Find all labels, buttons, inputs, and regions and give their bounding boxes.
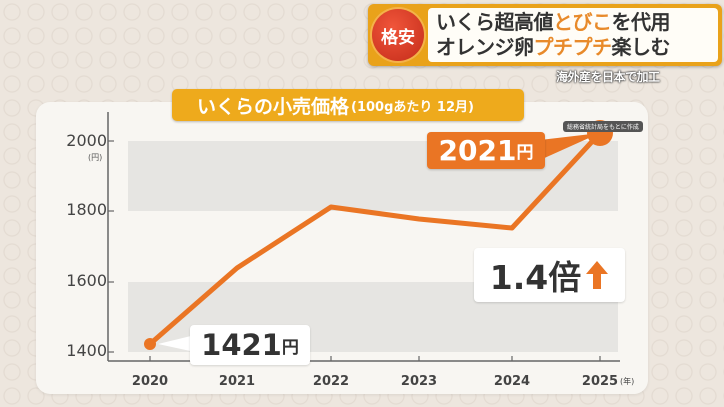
headline-text-part: いくら超高値 [436, 10, 554, 34]
ratio-callout: 1.4倍 [474, 248, 625, 302]
source-note: 総務省統計局をもとに作成 [563, 121, 643, 132]
y-axis-unit: (円) [88, 153, 103, 162]
y-tick-marks [108, 140, 114, 353]
end-value-callout: 2021 円 [427, 132, 545, 169]
headline-accent: プチプチ [533, 35, 613, 59]
data-point-2020 [144, 338, 156, 350]
headline-line-1: いくら超高値とびこを代用 [436, 10, 710, 35]
end-value-unit: 円 [516, 143, 534, 163]
chart-title: いくらの小売価格 (100gあたり 12月) [172, 89, 524, 121]
x-axis-unit: (年) [620, 377, 635, 386]
x-tick-label: 2024 [493, 374, 531, 389]
x-tick-marks [149, 356, 601, 361]
x-tick-label: 2020 [131, 374, 169, 389]
x-tick-label: 2021 [218, 374, 256, 389]
up-arrow-icon [586, 261, 609, 289]
headline-text-part: オレンジ卵 [436, 35, 534, 59]
price-line [148, 131, 602, 346]
y-tick-label: 2000 [66, 131, 107, 150]
headline-subtitle: 海外産を日本で加工 [556, 70, 660, 84]
start-value: 1421 [201, 328, 282, 362]
y-tick-label: 1600 [66, 271, 107, 290]
x-tick-label: 2023 [400, 374, 438, 389]
y-tick-label: 1800 [66, 200, 107, 219]
cheap-badge: 格安 [372, 9, 424, 61]
headline-line-2: オレンジ卵プチプチ楽しむ [436, 35, 710, 60]
chart-title-qualifier: (100gあたり 12月) [351, 99, 474, 115]
start-callout-pointer [158, 335, 195, 352]
start-value-unit: 円 [281, 337, 299, 358]
headline-text-part: 楽しむ [611, 35, 671, 59]
x-tick-label: 2022 [312, 374, 350, 389]
start-value-callout: 1421 円 [190, 325, 310, 365]
headline-text-part: を代用 [611, 10, 671, 34]
chart-title-main: いくらの小売価格 [197, 95, 350, 118]
headline-text: いくら超高値とびこを代用 オレンジ卵プチプチ楽しむ [428, 8, 718, 62]
ratio-value: 1.4倍 [489, 258, 582, 297]
y-tick-label: 1400 [66, 341, 107, 360]
headline-accent: とびこ [553, 10, 612, 34]
end-callout-pointer [540, 133, 600, 160]
x-tick-label: 2025 [581, 374, 619, 389]
end-value: 2021 [438, 134, 517, 167]
